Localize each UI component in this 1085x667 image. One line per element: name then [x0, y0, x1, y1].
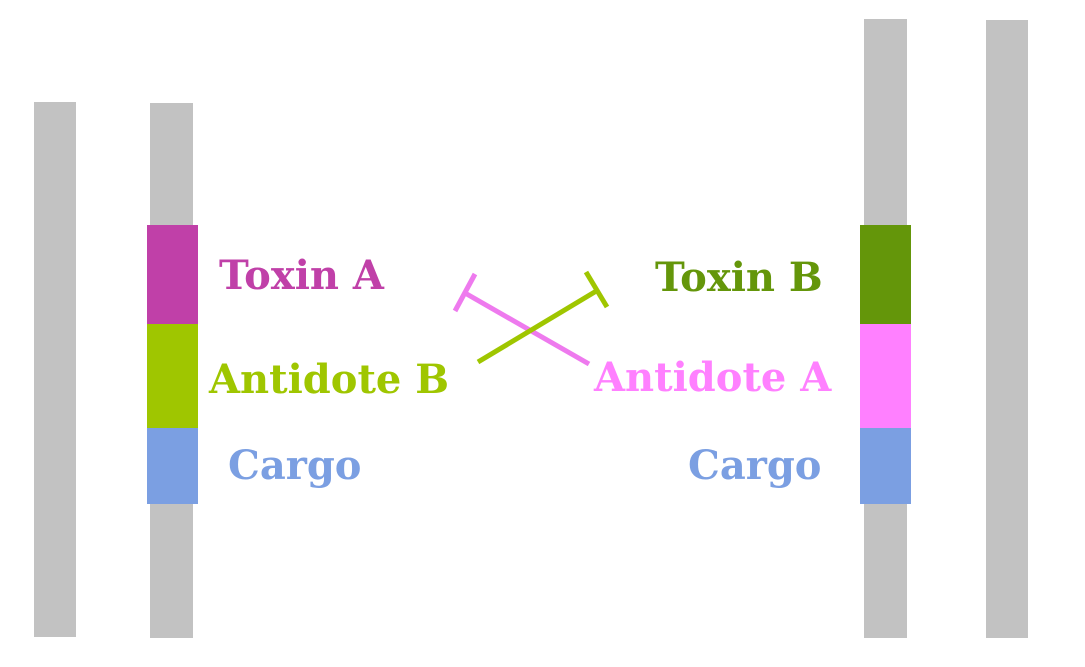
- antidote-a-label: Antidote A: [594, 354, 832, 401]
- antidote-b-segment: [147, 324, 198, 429]
- antidote-a-segment: [860, 324, 911, 429]
- toxin-a-label: Toxin A: [219, 252, 384, 299]
- cargo-label-left: Cargo: [228, 442, 362, 489]
- toxin-b-label: Toxin B: [655, 254, 823, 301]
- antidote-b-inhibits-toxin-b-arrow: [476, 270, 610, 365]
- chromosome-right-outer: [986, 20, 1028, 638]
- toxin-a-segment: [147, 225, 198, 325]
- chromosome-left-outer: [34, 102, 76, 637]
- toxin-b-segment: [860, 225, 911, 325]
- cargo-label-right: Cargo: [688, 442, 822, 489]
- antidote-a-inhibits-toxin-a-arrow: [452, 272, 591, 367]
- cargo-segment-left: [147, 428, 198, 504]
- antidote-b-label: Antidote B: [209, 356, 450, 403]
- cargo-segment-right: [860, 428, 911, 504]
